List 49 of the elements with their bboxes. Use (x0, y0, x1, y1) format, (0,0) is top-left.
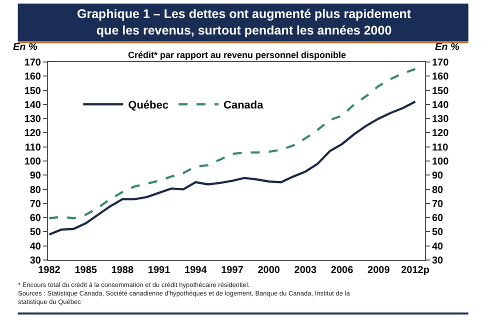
chart-title: Graphique 1 – Les dettes ont augmenté plus rapidement que les revenus, surtout pendant les années 2000 (77, 7, 412, 38)
y2-tick-label: 50 (432, 227, 444, 238)
y-tick-label: 70 (30, 198, 42, 210)
y-tick-label: 30 (30, 256, 42, 266)
x-tick-label: 1997 (221, 265, 244, 276)
y2-tick-label: 160 (432, 72, 450, 83)
y2-tick-label: 90 (432, 170, 444, 182)
y2-tick-label: 30 (432, 256, 444, 266)
y2-tick-label: 120 (432, 128, 450, 140)
legend-label: Canada (224, 100, 264, 112)
line-series (48, 68, 416, 220)
y2-tick-label: 170 (432, 58, 450, 68)
chart-subtitle: Crédit* par rapport au revenu personnel disponible (128, 50, 346, 60)
y2-tick-label: 100 (432, 156, 450, 168)
line-series (48, 100, 416, 236)
y2-tick-label: 40 (432, 241, 444, 252)
y2-tick-label: 110 (432, 142, 449, 154)
y-tick-label: 150 (24, 86, 42, 97)
x-tick-label: 1985 (74, 265, 98, 276)
y2-tick-label: 80 (432, 184, 444, 196)
y-tick-label: 140 (24, 100, 42, 111)
y-tick-label: 120 (24, 128, 42, 140)
y-tick-label: 50 (30, 227, 42, 238)
y-tick-label: 90 (30, 170, 42, 182)
y-tick-label: 160 (24, 72, 42, 83)
x-tick-label: 2012p (401, 265, 430, 276)
y-axis-title: En % (13, 42, 38, 53)
y-tick-label: 80 (30, 184, 42, 196)
legend-label: Québec (128, 100, 169, 112)
x-tick-label: 1994 (184, 265, 208, 276)
x-tick-label: 2009 (368, 265, 390, 276)
y-tick-label: 170 (24, 58, 42, 68)
y-tick-label: 100 (24, 156, 42, 168)
y2-tick-label: 150 (432, 86, 450, 97)
x-tick-label: 2003 (294, 265, 317, 276)
y-tick-label: 40 (30, 241, 42, 252)
y2-tick-label: 140 (432, 100, 450, 111)
y2-axis-title: En % (435, 42, 460, 53)
y2-tick-label: 70 (432, 198, 444, 210)
x-tick-label: 1988 (111, 265, 134, 276)
y2-tick-label: 130 (432, 114, 450, 126)
x-tick-label: 2006 (330, 265, 354, 276)
x-tick-label: 1982 (38, 265, 61, 276)
y-tick-label: 60 (30, 213, 42, 224)
y-tick-label: 110 (24, 142, 42, 154)
x-tick-label: 1991 (148, 265, 171, 276)
x-tick-label: 2000 (258, 265, 280, 276)
y-tick-label: 130 (24, 114, 42, 126)
y2-tick-label: 60 (432, 213, 444, 224)
